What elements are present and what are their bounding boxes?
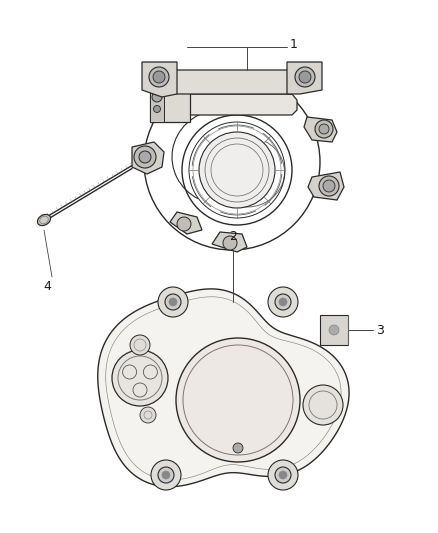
Polygon shape xyxy=(150,82,190,122)
Circle shape xyxy=(299,71,311,83)
Circle shape xyxy=(275,294,291,310)
Circle shape xyxy=(268,460,298,490)
Polygon shape xyxy=(170,70,300,94)
Circle shape xyxy=(279,298,287,306)
Circle shape xyxy=(279,471,287,479)
Polygon shape xyxy=(320,315,348,345)
Circle shape xyxy=(275,467,291,483)
Circle shape xyxy=(153,106,160,112)
Circle shape xyxy=(152,92,162,102)
Polygon shape xyxy=(308,172,344,200)
Polygon shape xyxy=(287,62,322,94)
Circle shape xyxy=(319,176,339,196)
Circle shape xyxy=(134,146,156,168)
Text: 4: 4 xyxy=(43,280,51,294)
Circle shape xyxy=(158,287,188,317)
Polygon shape xyxy=(304,117,337,142)
Circle shape xyxy=(151,460,181,490)
Polygon shape xyxy=(212,232,247,252)
Polygon shape xyxy=(132,142,164,174)
Circle shape xyxy=(130,335,150,355)
Polygon shape xyxy=(142,62,177,97)
Circle shape xyxy=(268,287,298,317)
Circle shape xyxy=(140,407,156,423)
Circle shape xyxy=(177,217,191,231)
Circle shape xyxy=(315,120,333,138)
Circle shape xyxy=(162,471,170,479)
Circle shape xyxy=(323,180,335,192)
Circle shape xyxy=(158,467,174,483)
Circle shape xyxy=(303,385,343,425)
Circle shape xyxy=(139,151,151,163)
Circle shape xyxy=(329,325,339,335)
Polygon shape xyxy=(170,212,202,234)
Polygon shape xyxy=(150,82,164,122)
Circle shape xyxy=(153,71,165,83)
Circle shape xyxy=(165,294,181,310)
Polygon shape xyxy=(98,289,349,487)
Polygon shape xyxy=(174,94,297,115)
Text: 1: 1 xyxy=(290,37,298,51)
Circle shape xyxy=(233,443,243,453)
Circle shape xyxy=(112,350,168,406)
Circle shape xyxy=(319,124,329,134)
Circle shape xyxy=(199,132,275,208)
Ellipse shape xyxy=(37,214,50,225)
Circle shape xyxy=(169,298,177,306)
Circle shape xyxy=(295,67,315,87)
Text: 2: 2 xyxy=(229,230,237,243)
Text: 3: 3 xyxy=(376,324,384,336)
Circle shape xyxy=(149,67,169,87)
Circle shape xyxy=(176,338,300,462)
Circle shape xyxy=(223,236,237,250)
